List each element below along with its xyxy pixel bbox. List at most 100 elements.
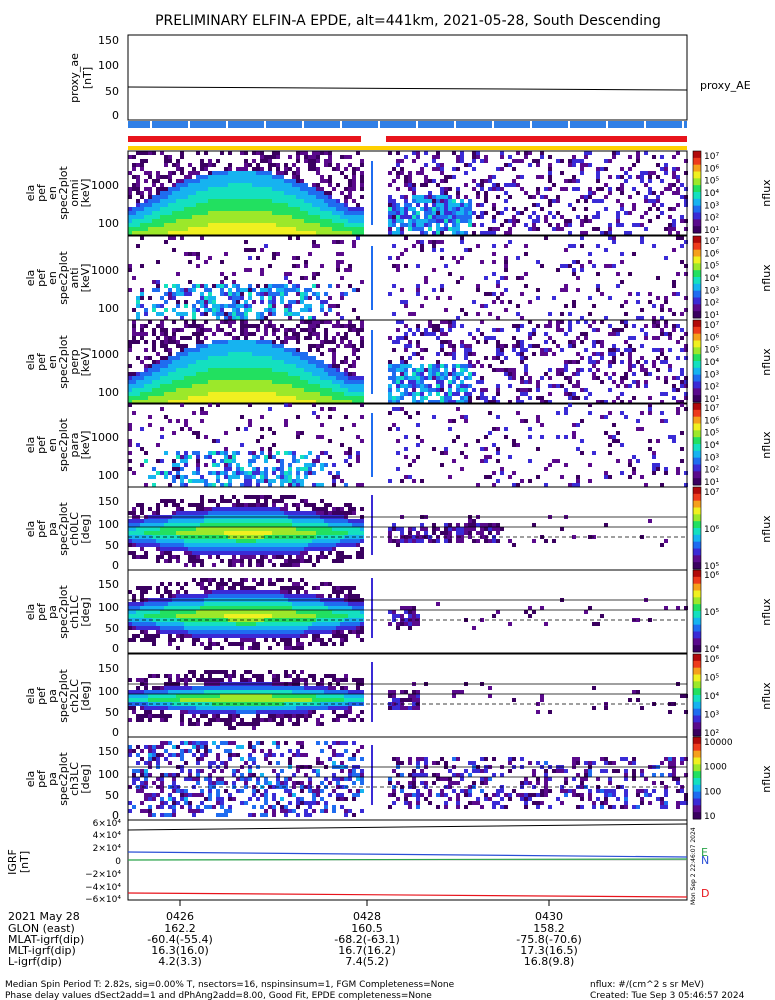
pitch-pixel — [312, 547, 316, 551]
spectrogram-pixel — [260, 167, 264, 171]
spectrogram-pixel — [296, 256, 300, 260]
spectrogram-pixel — [568, 159, 572, 163]
spectrogram-pixel — [320, 264, 324, 268]
spectrogram-pixel — [440, 384, 444, 388]
spectrogram-pixel — [356, 435, 360, 439]
spectrogram-pixel — [172, 171, 176, 175]
spectrogram-pixel — [392, 368, 396, 372]
pitch-pixel — [144, 527, 148, 531]
spectrogram-pixel — [456, 364, 460, 368]
pitch-pixel — [216, 511, 220, 515]
spectrogram-pixel — [316, 187, 320, 191]
spectrogram-pixel — [400, 364, 404, 368]
spectrogram-pixel — [216, 324, 220, 328]
pitch-pixel — [284, 495, 288, 499]
spectrogram-pixel — [536, 175, 540, 179]
spectrogram-pixel — [480, 376, 484, 380]
spectrogram-pixel — [472, 211, 476, 215]
spectrogram-pixel — [316, 215, 320, 219]
spectrogram-pixel — [284, 191, 288, 195]
spectrogram-pixel — [592, 364, 596, 368]
spectrogram-pixel — [192, 223, 196, 227]
spectrogram-pixel — [616, 284, 620, 288]
spectrogram-pixel — [344, 292, 348, 296]
spectrogram-pixel — [156, 215, 160, 219]
spectrogram-pixel — [452, 219, 456, 223]
spectrogram-pixel — [616, 328, 620, 332]
pitch-pixel — [160, 527, 164, 531]
spectrogram-pixel — [248, 479, 252, 483]
spectrogram-pixel — [352, 183, 356, 187]
spectrogram-pixel — [288, 179, 292, 183]
spectrogram-pixel — [132, 227, 136, 231]
spectrogram-pixel — [624, 171, 628, 175]
spectrogram-pixel — [332, 187, 336, 191]
spectrogram-pixel — [244, 364, 248, 368]
spectrogram-pixel — [308, 231, 312, 235]
spectrogram-pixel — [164, 231, 168, 235]
spectrogram-pixel — [508, 240, 512, 244]
spectrogram-pixel — [588, 324, 592, 328]
spectrogram-pixel — [300, 296, 304, 300]
spectrogram-pixel — [352, 388, 356, 392]
pitch-pixel — [320, 535, 324, 539]
spectrogram-pixel — [324, 215, 328, 219]
spectrogram-pixel — [620, 380, 624, 384]
spectrogram-pixel — [400, 207, 404, 211]
spectrogram-pixel — [324, 159, 328, 163]
spectrogram-pixel — [208, 292, 212, 296]
spectrogram-pixel — [332, 240, 336, 244]
spectrogram-pixel — [172, 400, 176, 404]
spectrogram-pixel — [312, 463, 316, 467]
spectrogram-pixel — [148, 175, 152, 179]
status-bar-blue-gap — [682, 121, 684, 128]
spectrogram-pixel — [128, 439, 132, 443]
spectrogram-pixel — [576, 479, 580, 483]
spectrogram-pixel — [684, 264, 688, 268]
spectrogram-pixel — [456, 219, 460, 223]
spectrogram-pixel — [252, 175, 256, 179]
pitch-pixel — [292, 535, 296, 539]
pitch-pixel — [132, 535, 136, 539]
spectrogram-pixel — [640, 240, 644, 244]
spectrogram-pixel — [172, 467, 176, 471]
spectrogram-pixel — [432, 167, 436, 171]
spectrogram-pixel — [260, 336, 264, 340]
spectrogram-pixel — [220, 215, 224, 219]
spectrogram-pixel — [620, 471, 624, 475]
spectrogram-pixel — [428, 191, 432, 195]
spectrogram-pixel — [520, 175, 524, 179]
spectrogram-pixel — [560, 475, 564, 479]
pitch-pixel — [296, 559, 300, 563]
spectrogram-pixel — [472, 336, 476, 340]
spectrogram-pixel — [312, 240, 316, 244]
spectrogram-pixel — [600, 380, 604, 384]
spectrogram-pixel — [296, 284, 300, 288]
spectrogram-pixel — [284, 384, 288, 388]
energy-ylabel-line: para — [68, 433, 81, 458]
spectrogram-pixel — [248, 348, 252, 352]
pitch-pixel — [288, 563, 292, 567]
spectrogram-pixel — [256, 340, 260, 344]
spectrogram-pixel — [232, 223, 236, 227]
spectrogram-pixel — [152, 483, 156, 487]
spectrogram-pixel — [356, 400, 360, 404]
spectrogram-pixel — [152, 392, 156, 396]
spectrogram-pixel — [200, 479, 204, 483]
spectrogram-strip — [371, 161, 373, 225]
pitch-pixel — [240, 527, 244, 531]
spectrogram-pixel — [228, 296, 232, 300]
spectrogram-pixel — [436, 388, 440, 392]
spectrogram-pixel — [460, 199, 464, 203]
spectrogram-pixel — [200, 199, 204, 203]
spectrogram-pixel — [516, 211, 520, 215]
spectrogram-pixel — [280, 463, 284, 467]
spectrogram-pixel — [444, 199, 448, 203]
spectrogram-pixel — [416, 227, 420, 231]
spectrogram-pixel — [156, 203, 160, 207]
pitch-pixel — [184, 547, 188, 551]
spectrogram-pixel — [480, 179, 484, 183]
spectrogram-pixel — [620, 400, 624, 404]
spectrogram-pixel — [216, 183, 220, 187]
spectrogram-pixel — [284, 223, 288, 227]
